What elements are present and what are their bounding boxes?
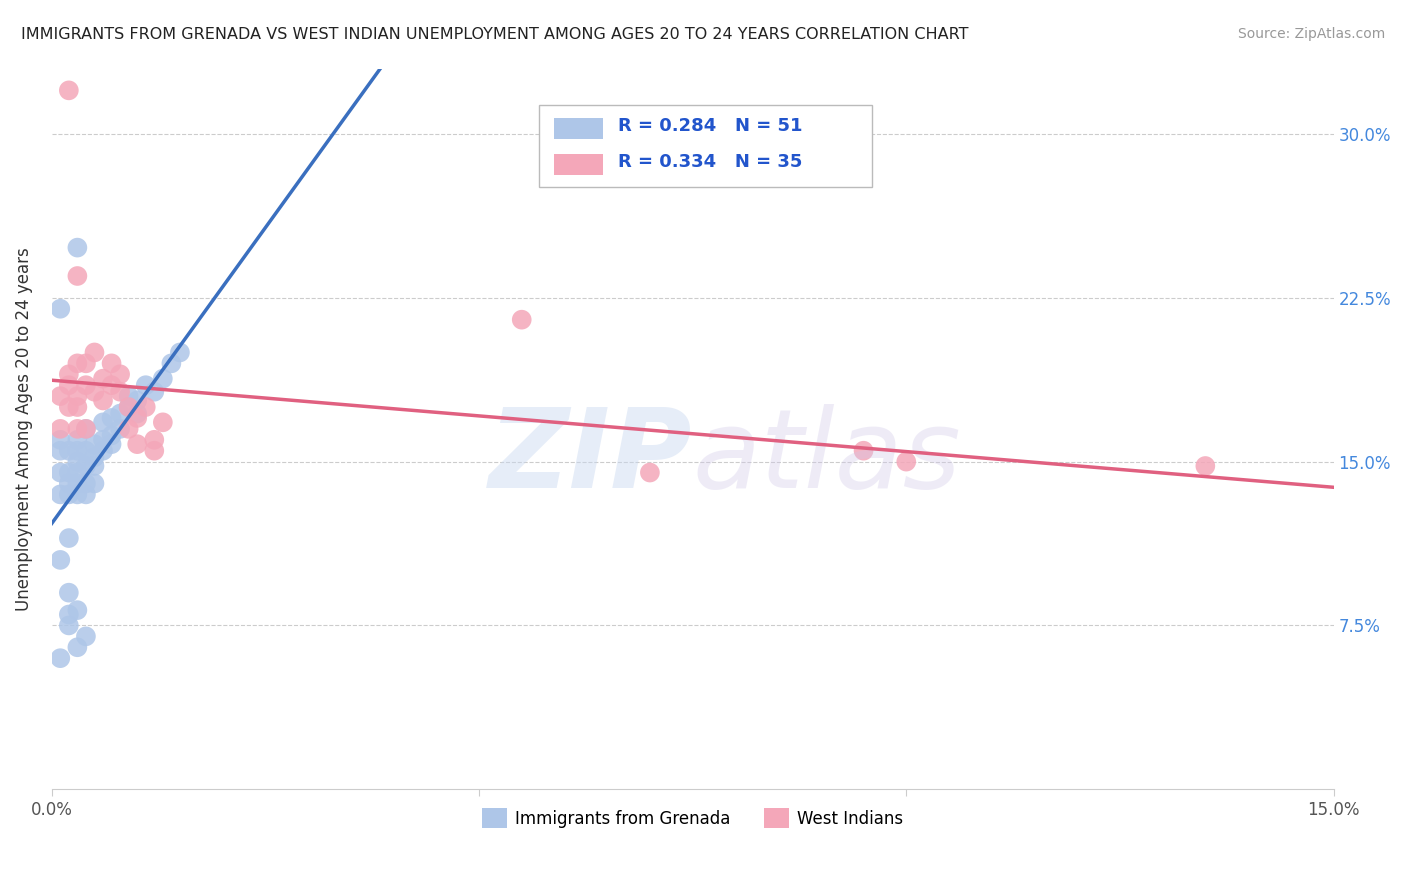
Point <box>127 411 149 425</box>
Point <box>118 400 141 414</box>
Point <box>49 651 72 665</box>
Point <box>66 603 89 617</box>
Point <box>66 433 89 447</box>
Point <box>58 487 80 501</box>
Point <box>49 466 72 480</box>
Point <box>66 268 89 283</box>
Point <box>58 83 80 97</box>
Point <box>66 466 89 480</box>
Text: Source: ZipAtlas.com: Source: ZipAtlas.com <box>1237 27 1385 41</box>
Point <box>91 443 114 458</box>
Legend: Immigrants from Grenada, West Indians: Immigrants from Grenada, West Indians <box>475 801 910 835</box>
Point <box>58 585 80 599</box>
Point <box>66 422 89 436</box>
Point <box>100 411 122 425</box>
Point <box>58 618 80 632</box>
Point <box>49 422 72 436</box>
Point <box>83 458 105 473</box>
Text: ZIP: ZIP <box>489 404 693 511</box>
Point <box>66 476 89 491</box>
Point <box>108 384 131 399</box>
Point <box>75 356 97 370</box>
FancyBboxPatch shape <box>538 104 872 187</box>
Point <box>66 443 89 458</box>
Point <box>160 356 183 370</box>
Point <box>75 476 97 491</box>
Point <box>510 312 533 326</box>
Point <box>58 400 80 414</box>
Point <box>66 640 89 655</box>
Point <box>143 384 166 399</box>
Point <box>75 629 97 643</box>
Point <box>58 466 80 480</box>
Point <box>66 356 89 370</box>
Point <box>75 378 97 392</box>
Point <box>143 433 166 447</box>
Point <box>66 455 89 469</box>
Point <box>91 393 114 408</box>
Point <box>135 400 157 414</box>
Point <box>83 450 105 465</box>
Point <box>127 407 149 421</box>
Point <box>91 415 114 429</box>
Point <box>49 389 72 403</box>
Point <box>58 476 80 491</box>
Point <box>100 428 122 442</box>
Point <box>100 356 122 370</box>
Point <box>108 422 131 436</box>
Point <box>852 443 875 458</box>
Point <box>108 407 131 421</box>
Point <box>58 368 80 382</box>
Point <box>75 458 97 473</box>
Text: IMMIGRANTS FROM GRENADA VS WEST INDIAN UNEMPLOYMENT AMONG AGES 20 TO 24 YEARS CO: IMMIGRANTS FROM GRENADA VS WEST INDIAN U… <box>21 27 969 42</box>
Point <box>58 378 80 392</box>
Text: atlas: atlas <box>693 404 962 511</box>
Y-axis label: Unemployment Among Ages 20 to 24 years: Unemployment Among Ages 20 to 24 years <box>15 247 32 611</box>
Point <box>118 422 141 436</box>
Point <box>152 415 174 429</box>
Point <box>152 371 174 385</box>
Point <box>83 345 105 359</box>
Point <box>1194 458 1216 473</box>
Text: R = 0.334   N = 35: R = 0.334 N = 35 <box>619 153 803 171</box>
Point <box>49 443 72 458</box>
Point <box>83 437 105 451</box>
Point <box>75 422 97 436</box>
Point <box>75 487 97 501</box>
Point <box>49 487 72 501</box>
Point <box>91 433 114 447</box>
Point <box>49 433 72 447</box>
Point <box>58 531 80 545</box>
Point <box>75 443 97 458</box>
Point <box>91 371 114 385</box>
Point <box>143 443 166 458</box>
Text: R = 0.284   N = 51: R = 0.284 N = 51 <box>619 117 803 136</box>
Point <box>100 378 122 392</box>
Point <box>127 393 149 408</box>
Point <box>896 455 918 469</box>
Point <box>127 437 149 451</box>
Bar <box>554 153 603 175</box>
Point <box>108 368 131 382</box>
Point <box>638 466 661 480</box>
Point <box>66 400 89 414</box>
Point <box>58 607 80 622</box>
Point <box>83 384 105 399</box>
Point <box>118 400 141 414</box>
Point <box>66 241 89 255</box>
Point <box>135 378 157 392</box>
Point <box>100 437 122 451</box>
Point <box>66 389 89 403</box>
Bar <box>554 118 603 139</box>
Point <box>66 487 89 501</box>
Point <box>58 443 80 458</box>
Point <box>49 553 72 567</box>
Point <box>118 389 141 403</box>
Point <box>169 345 191 359</box>
Point <box>83 476 105 491</box>
Point <box>49 301 72 316</box>
Point <box>75 422 97 436</box>
